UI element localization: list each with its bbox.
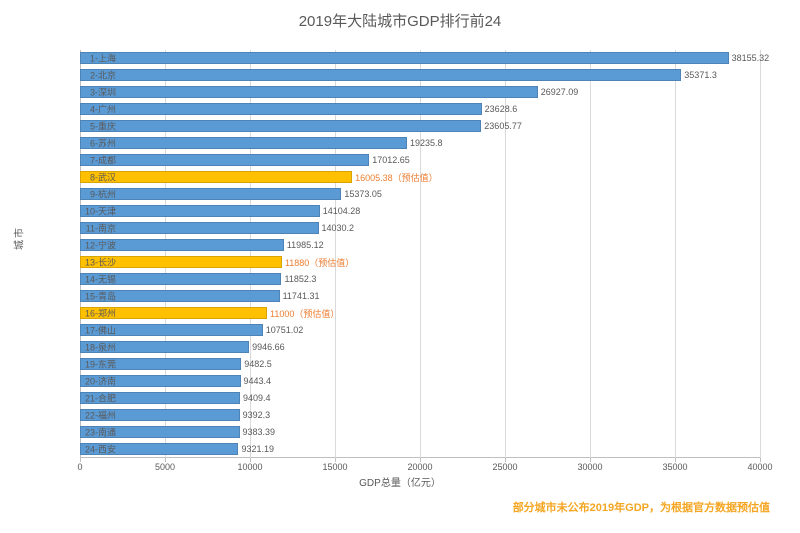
bar bbox=[80, 52, 729, 64]
y-tick-label: 8-武汉 bbox=[36, 171, 116, 184]
plot-region: 38155.3235371.326927.0923628.623605.7719… bbox=[80, 50, 760, 458]
x-tick-label: 20000 bbox=[407, 462, 432, 472]
x-tick-label: 0 bbox=[77, 462, 82, 472]
bar-row: 11880（预估值） bbox=[80, 256, 354, 268]
x-axis-label: GDP总量（亿元） bbox=[0, 474, 800, 489]
bar-row: 17012.65 bbox=[80, 154, 410, 166]
bar-value-label: 19235.8 bbox=[410, 138, 443, 148]
bar bbox=[80, 120, 481, 132]
y-tick-label: 9-杭州 bbox=[36, 188, 116, 201]
x-tick-label: 10000 bbox=[237, 462, 262, 472]
x-tick-label: 30000 bbox=[577, 462, 602, 472]
bar-row: 14104.28 bbox=[80, 205, 360, 217]
footnote: 部分城市未公布2019年GDP，为根据官方数据预估值 bbox=[513, 499, 770, 515]
bar-value-label: 9443.4 bbox=[244, 376, 272, 386]
bar-row: 35371.3 bbox=[80, 69, 717, 81]
x-tick-label: 40000 bbox=[747, 462, 772, 472]
bar-value-label: 9383.39 bbox=[243, 427, 276, 437]
y-tick-label: 24-西安 bbox=[36, 443, 116, 456]
bar-value-label: 15373.05 bbox=[344, 189, 382, 199]
y-tick-label: 12-宁波 bbox=[36, 239, 116, 252]
bar-value-label: 9946.66 bbox=[252, 342, 285, 352]
bar-value-label: 11880（预估值） bbox=[285, 256, 354, 269]
chart-title: 2019年大陆城市GDP排行前24 bbox=[0, 0, 800, 31]
gridline bbox=[590, 50, 591, 458]
bar-value-label: 26927.09 bbox=[541, 87, 579, 97]
y-tick-label: 23-南通 bbox=[36, 426, 116, 439]
bar-row: 23605.77 bbox=[80, 120, 522, 132]
bar-value-label: 9482.5 bbox=[244, 359, 272, 369]
y-tick-label: 21-合肥 bbox=[36, 392, 116, 405]
y-tick-label: 14-无锡 bbox=[36, 273, 116, 286]
x-tick-label: 25000 bbox=[492, 462, 517, 472]
y-tick-label: 3-深圳 bbox=[36, 86, 116, 99]
gridline bbox=[760, 50, 761, 458]
bar-value-label: 11741.31 bbox=[283, 291, 320, 301]
x-tick-label: 35000 bbox=[662, 462, 687, 472]
y-tick-label: 10-天津 bbox=[36, 205, 116, 218]
bar-value-label: 11985.12 bbox=[287, 240, 324, 250]
bar-row: 11000（预估值） bbox=[80, 307, 339, 319]
y-tick-label: 7-成都 bbox=[36, 154, 116, 167]
bar-value-label: 11852.3 bbox=[284, 274, 316, 284]
bar bbox=[80, 154, 369, 166]
bar-value-label: 16005.38（预估值） bbox=[355, 171, 438, 184]
bar-value-label: 23605.77 bbox=[484, 121, 522, 131]
bar bbox=[80, 171, 352, 183]
y-axis-label: 城市 bbox=[11, 226, 26, 250]
y-tick-label: 15-青岛 bbox=[36, 290, 116, 303]
bar bbox=[80, 188, 341, 200]
y-tick-label: 1-上海 bbox=[36, 52, 116, 65]
bar-row: 16005.38（预估值） bbox=[80, 171, 438, 183]
bar-value-label: 11000（预估值） bbox=[270, 307, 339, 320]
y-tick-label: 20-济南 bbox=[36, 375, 116, 388]
chart-area: 38155.3235371.326927.0923628.623605.7719… bbox=[80, 50, 760, 458]
bar-value-label: 38155.32 bbox=[732, 53, 770, 63]
y-tick-label: 4-广州 bbox=[36, 103, 116, 116]
x-tick-label: 5000 bbox=[155, 462, 175, 472]
bar-value-label: 9321.19 bbox=[241, 444, 274, 454]
bar-row: 23628.6 bbox=[80, 103, 517, 115]
x-tick-label: 15000 bbox=[322, 462, 347, 472]
y-tick-label: 6-苏州 bbox=[36, 137, 116, 150]
bar-value-label: 9409.4 bbox=[243, 393, 271, 403]
y-tick-label: 17-佛山 bbox=[36, 324, 116, 337]
bar-value-label: 10751.02 bbox=[266, 325, 304, 335]
bar-value-label: 14030.2 bbox=[322, 223, 355, 233]
y-tick-label: 5-重庆 bbox=[36, 120, 116, 133]
bar-value-label: 9392.3 bbox=[243, 410, 271, 420]
y-tick-label: 19-东莞 bbox=[36, 358, 116, 371]
bar-row: 26927.09 bbox=[80, 86, 578, 98]
y-tick-label: 11-南京 bbox=[36, 222, 116, 235]
y-tick-label: 22-福州 bbox=[36, 409, 116, 422]
bar-row: 11985.12 bbox=[80, 239, 324, 251]
bar bbox=[80, 69, 681, 81]
y-tick-label: 13-长沙 bbox=[36, 256, 116, 269]
bar-row: 14030.2 bbox=[80, 222, 354, 234]
bar bbox=[80, 103, 482, 115]
bar-value-label: 23628.6 bbox=[485, 104, 518, 114]
bar-value-label: 14104.28 bbox=[323, 206, 361, 216]
y-tick-label: 18-泉州 bbox=[36, 341, 116, 354]
gridline bbox=[675, 50, 676, 458]
bar-value-label: 17012.65 bbox=[372, 155, 410, 165]
bar-row: 15373.05 bbox=[80, 188, 382, 200]
bar bbox=[80, 137, 407, 149]
bar-row: 19235.8 bbox=[80, 137, 443, 149]
bar bbox=[80, 86, 538, 98]
bar-row: 38155.32 bbox=[80, 52, 769, 64]
y-tick-label: 16-郑州 bbox=[36, 307, 116, 320]
bar-value-label: 35371.3 bbox=[684, 70, 717, 80]
y-tick-label: 2-北京 bbox=[36, 69, 116, 82]
